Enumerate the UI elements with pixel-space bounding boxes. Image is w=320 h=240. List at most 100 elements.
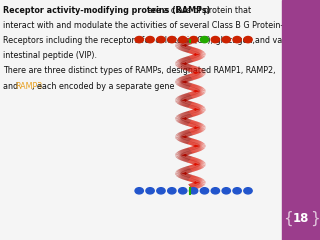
Polygon shape bbox=[194, 164, 206, 165]
Polygon shape bbox=[193, 164, 199, 170]
Polygon shape bbox=[195, 54, 202, 59]
Polygon shape bbox=[177, 136, 186, 140]
Polygon shape bbox=[191, 48, 196, 54]
Polygon shape bbox=[177, 62, 186, 67]
Polygon shape bbox=[194, 159, 200, 165]
Polygon shape bbox=[183, 82, 189, 88]
Polygon shape bbox=[185, 138, 190, 144]
Circle shape bbox=[222, 188, 230, 194]
Polygon shape bbox=[193, 54, 198, 60]
Polygon shape bbox=[194, 164, 200, 170]
Polygon shape bbox=[175, 99, 187, 101]
Polygon shape bbox=[180, 168, 187, 174]
Polygon shape bbox=[194, 145, 200, 151]
Polygon shape bbox=[195, 88, 204, 92]
Polygon shape bbox=[193, 109, 199, 115]
Polygon shape bbox=[182, 168, 188, 174]
Polygon shape bbox=[182, 76, 188, 82]
Polygon shape bbox=[185, 174, 191, 180]
Polygon shape bbox=[186, 75, 191, 81]
Polygon shape bbox=[180, 173, 187, 179]
Circle shape bbox=[189, 188, 198, 194]
Polygon shape bbox=[190, 74, 195, 80]
Polygon shape bbox=[188, 148, 193, 154]
Polygon shape bbox=[175, 172, 187, 174]
Polygon shape bbox=[186, 93, 191, 99]
Polygon shape bbox=[188, 111, 193, 117]
Polygon shape bbox=[195, 160, 202, 165]
Polygon shape bbox=[195, 126, 205, 129]
Polygon shape bbox=[179, 81, 186, 86]
Polygon shape bbox=[179, 172, 186, 178]
Polygon shape bbox=[176, 81, 186, 84]
Polygon shape bbox=[195, 53, 203, 58]
Polygon shape bbox=[194, 72, 206, 73]
Polygon shape bbox=[195, 53, 204, 57]
Polygon shape bbox=[194, 68, 201, 74]
Polygon shape bbox=[193, 109, 199, 115]
Circle shape bbox=[200, 188, 209, 194]
Polygon shape bbox=[179, 59, 186, 65]
Polygon shape bbox=[187, 75, 192, 81]
Polygon shape bbox=[193, 67, 199, 73]
Polygon shape bbox=[186, 46, 191, 53]
Polygon shape bbox=[194, 67, 199, 73]
Polygon shape bbox=[175, 100, 187, 101]
Polygon shape bbox=[178, 136, 186, 141]
Polygon shape bbox=[177, 78, 186, 83]
Polygon shape bbox=[187, 129, 192, 136]
Polygon shape bbox=[184, 101, 189, 107]
Polygon shape bbox=[192, 109, 198, 116]
Polygon shape bbox=[185, 64, 190, 70]
Polygon shape bbox=[184, 119, 189, 125]
Polygon shape bbox=[186, 174, 191, 181]
Polygon shape bbox=[187, 101, 192, 108]
Polygon shape bbox=[191, 73, 196, 79]
Text: 18: 18 bbox=[292, 212, 309, 225]
Polygon shape bbox=[175, 100, 187, 102]
Circle shape bbox=[146, 188, 154, 194]
Polygon shape bbox=[176, 98, 186, 101]
Polygon shape bbox=[194, 104, 200, 110]
Polygon shape bbox=[186, 83, 191, 89]
Circle shape bbox=[222, 36, 230, 43]
Polygon shape bbox=[193, 122, 199, 128]
Polygon shape bbox=[189, 129, 195, 135]
Polygon shape bbox=[181, 77, 187, 83]
Polygon shape bbox=[176, 171, 186, 175]
Polygon shape bbox=[192, 85, 197, 91]
Polygon shape bbox=[195, 87, 203, 92]
Polygon shape bbox=[177, 170, 186, 175]
Polygon shape bbox=[190, 147, 195, 153]
Polygon shape bbox=[185, 94, 190, 100]
Polygon shape bbox=[184, 137, 190, 144]
Polygon shape bbox=[176, 61, 186, 65]
Polygon shape bbox=[181, 58, 187, 64]
Polygon shape bbox=[181, 131, 187, 137]
Polygon shape bbox=[191, 55, 196, 61]
Polygon shape bbox=[185, 156, 190, 162]
Polygon shape bbox=[192, 140, 197, 146]
Polygon shape bbox=[192, 146, 198, 152]
Polygon shape bbox=[188, 65, 193, 72]
Polygon shape bbox=[193, 177, 198, 183]
Polygon shape bbox=[175, 99, 186, 101]
Polygon shape bbox=[194, 104, 200, 110]
Polygon shape bbox=[185, 83, 190, 89]
Polygon shape bbox=[192, 48, 197, 54]
Polygon shape bbox=[195, 108, 204, 112]
Polygon shape bbox=[175, 45, 187, 46]
Text: Receptors including the receptors for calcitonin(CT), glucagon,and vasoactive: Receptors including the receptors for ca… bbox=[3, 36, 316, 45]
Polygon shape bbox=[175, 118, 187, 119]
Polygon shape bbox=[181, 45, 188, 51]
Circle shape bbox=[146, 36, 154, 43]
Polygon shape bbox=[181, 100, 187, 106]
Polygon shape bbox=[194, 126, 205, 128]
Polygon shape bbox=[182, 100, 188, 106]
Polygon shape bbox=[190, 55, 196, 61]
Polygon shape bbox=[182, 137, 188, 143]
Polygon shape bbox=[181, 155, 187, 161]
Polygon shape bbox=[175, 63, 187, 64]
Text: , each encoded by a separate gene: , each encoded by a separate gene bbox=[32, 82, 174, 90]
Polygon shape bbox=[182, 45, 188, 51]
